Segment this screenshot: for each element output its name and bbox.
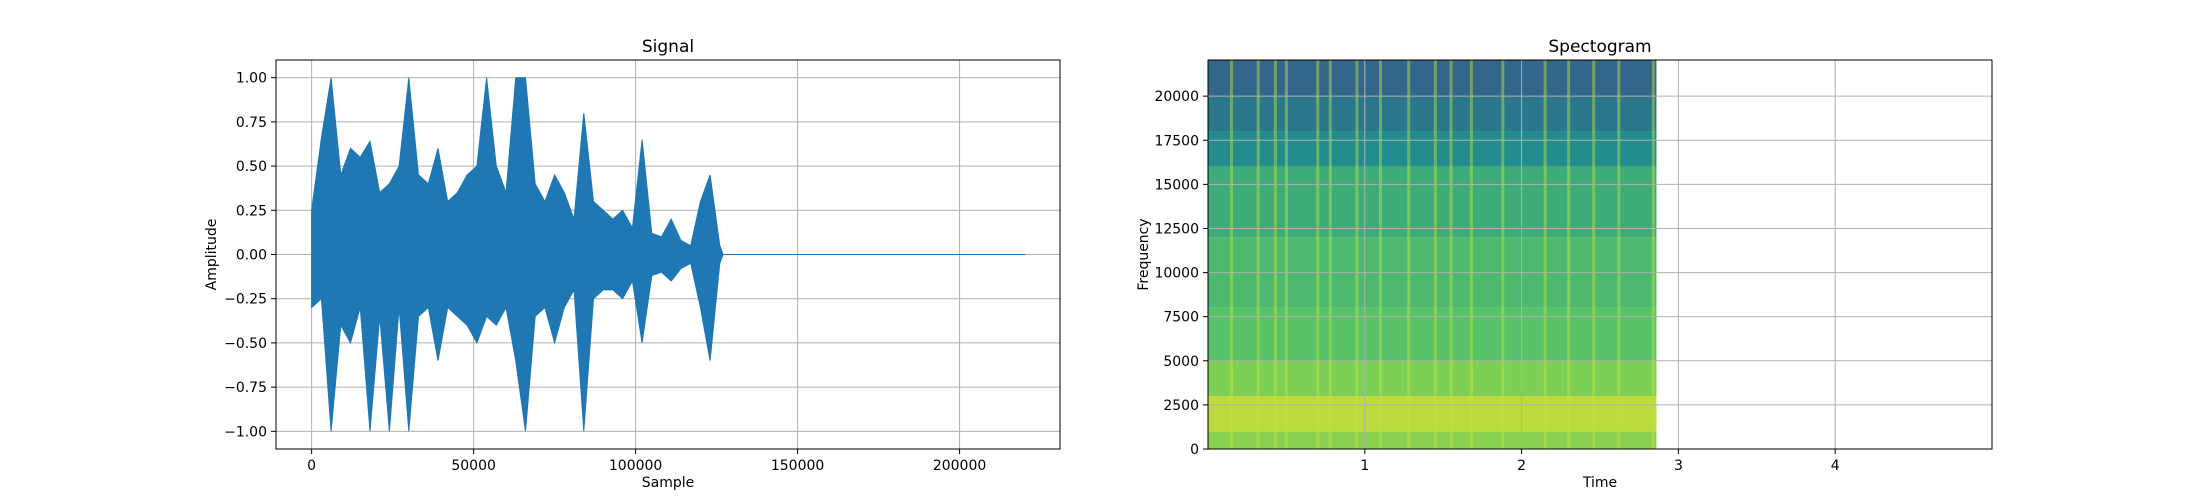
signal-x-tick-label: 50000 <box>451 458 496 474</box>
spectrogram-band <box>1208 96 1657 132</box>
signal-y-axis-label: Amplitude <box>204 219 220 291</box>
spectrogram-x-tick-label: 4 <box>1831 458 1840 474</box>
spectrogram-transient <box>1449 60 1453 449</box>
spectrogram-x-tick-label: 2 <box>1517 458 1526 474</box>
spectrogram-image <box>1208 60 1657 449</box>
spectrogram-transient <box>1355 60 1359 449</box>
spectrogram-y-tick-label: 20000 <box>1154 89 1199 105</box>
spectrogram-y-tick-label: 10000 <box>1154 266 1199 282</box>
spectrogram-transient <box>1567 60 1571 449</box>
spectrogram-y-axis-label: Frequency <box>1136 218 1152 290</box>
spectrogram-y-tick-label: 2500 <box>1163 398 1199 414</box>
signal-x-axis-label: Sample <box>642 475 695 491</box>
signal-waveform <box>311 77 1026 432</box>
spectrogram-transient <box>1543 60 1547 449</box>
spectrogram-band <box>1208 166 1657 238</box>
spectrogram-band <box>1208 431 1657 449</box>
spectrogram-y-tick-label: 5000 <box>1163 354 1199 370</box>
signal-y-tick-label: 0.25 <box>236 203 267 219</box>
signal-x-tick-label: 0 <box>307 458 316 474</box>
spectrogram-x-tick-label: 1 <box>1360 458 1369 474</box>
signal-y-tick-label: −0.50 <box>224 336 267 352</box>
spectrogram-band <box>1208 396 1657 432</box>
signal-y-tick-label: 0.00 <box>236 248 267 264</box>
spectrogram-transient <box>1407 60 1411 449</box>
spectrogram-band <box>1208 360 1657 397</box>
spectrogram-panel: Spectogram 1 2 3 4 0 2500 5000 7500 10000 12500 15… <box>1136 37 1993 491</box>
spectrogram-transient <box>1651 60 1655 449</box>
signal-y-tick-label: 1.00 <box>236 71 267 87</box>
spectrogram-transient <box>1256 60 1260 449</box>
signal-y-tick-label: −0.25 <box>224 292 267 308</box>
spectrogram-y-tick-label: 12500 <box>1154 221 1199 237</box>
spectrogram-plot-frame <box>1207 59 1993 450</box>
signal-x-tick-label: 200000 <box>933 458 986 474</box>
spectrogram-band <box>1208 60 1657 97</box>
spectrogram-transient <box>1378 60 1382 449</box>
spectrogram-transient <box>1592 60 1596 449</box>
spectrogram-y-tick-label: 17500 <box>1154 133 1199 149</box>
spectrogram-grid <box>1208 60 1992 450</box>
signal-panel: Signal 0 50000 100000 150000 200000 −1.00 −0.7… <box>204 37 1061 491</box>
spectrogram-title: Spectogram <box>1548 37 1651 57</box>
spectrogram-transient <box>1230 60 1234 449</box>
spectrogram-x-axis-label: Time <box>1582 475 1617 491</box>
spectrogram-ticks: 1 2 3 4 0 2500 5000 7500 10000 12500 15000 17500 200… <box>1154 89 1839 474</box>
signal-title: Signal <box>642 37 694 57</box>
spectrogram-band <box>1208 131 1657 167</box>
signal-x-tick-label: 150000 <box>771 458 824 474</box>
signal-y-tick-label: −0.75 <box>224 380 267 396</box>
spectrogram-x-tick-label: 3 <box>1674 458 1683 474</box>
spectrogram-transient <box>1617 60 1621 449</box>
spectrogram-y-tick-label: 0 <box>1190 442 1199 458</box>
signal-y-tick-label: 0.75 <box>236 115 267 131</box>
spectrogram-transient <box>1316 60 1320 449</box>
spectrogram-transient <box>1273 60 1277 449</box>
spectrogram-transient <box>1284 60 1288 449</box>
spectrogram-transient <box>1433 60 1437 449</box>
signal-y-tick-label: 0.50 <box>236 159 267 175</box>
signal-ticks: 0 50000 100000 150000 200000 −1.00 −0.75 −0.50 −… <box>224 71 986 474</box>
spectrogram-transient <box>1501 60 1505 449</box>
signal-x-tick-label: 100000 <box>609 458 662 474</box>
signal-plot-frame <box>275 59 1061 450</box>
signal-y-tick-label: −1.00 <box>224 424 267 440</box>
spectrogram-y-tick-label: 15000 <box>1154 177 1199 193</box>
spectrogram-transient <box>1328 60 1332 449</box>
spectrogram-y-tick-label: 7500 <box>1163 310 1199 326</box>
spectrogram-transient <box>1469 60 1473 449</box>
